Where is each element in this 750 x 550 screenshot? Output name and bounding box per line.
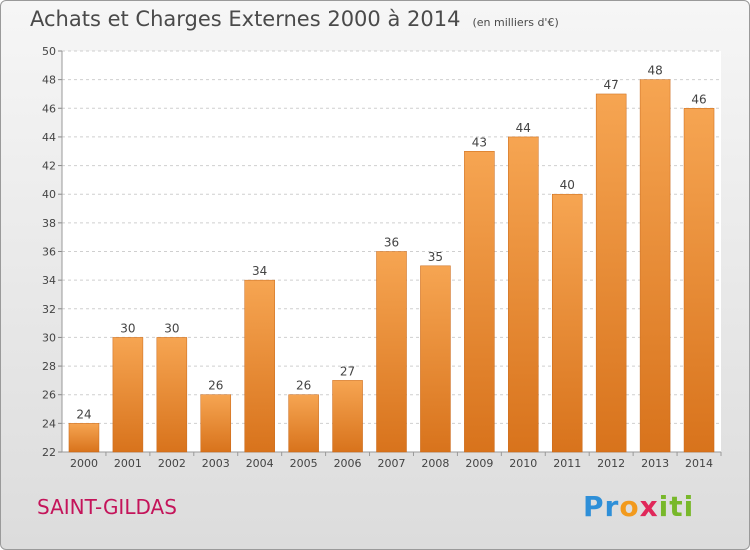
y-tick-label: 22: [42, 446, 56, 459]
x-tick-label: 2009: [465, 457, 493, 470]
bar: [683, 108, 715, 453]
bar: [464, 151, 495, 453]
x-tick-label: 2006: [334, 457, 362, 470]
bar-value-label: 43: [472, 135, 487, 149]
bar: [420, 265, 451, 453]
x-tick-label: 2008: [421, 457, 449, 470]
bar-value-label: 26: [208, 379, 223, 393]
bar: [639, 79, 671, 453]
title-text: Achats et Charges Externes 2000 à 2014: [30, 7, 461, 31]
x-tick-label: 2004: [246, 457, 274, 470]
y-tick-label: 44: [42, 131, 56, 144]
x-tick-label: 2011: [553, 457, 581, 470]
x-tick-label: 2001: [114, 457, 142, 470]
bar: [156, 337, 188, 453]
unit-label: (en milliers d'€): [472, 16, 559, 29]
logo-part-2: o: [619, 490, 640, 523]
bar: [595, 93, 627, 453]
y-tick-label: 30: [42, 331, 56, 344]
logo-part-4: iti: [658, 490, 695, 523]
bar: [244, 279, 275, 453]
x-tick-label: 2012: [597, 457, 625, 470]
y-tick-label: 40: [42, 188, 56, 201]
bars: [68, 79, 715, 453]
y-tick-label: 36: [42, 246, 56, 259]
bar-value-label: 34: [252, 264, 267, 278]
y-tick-label: 50: [42, 45, 56, 58]
bar-value-label: 27: [340, 364, 355, 378]
y-tick-label: 28: [42, 360, 56, 373]
x-tick-label: 2000: [70, 457, 98, 470]
labels: 22 24 26 28 30 32 34 36 38 40 42 44 46 48 50 24 2000 30 20…: [42, 45, 713, 470]
x-tick-label: 2005: [290, 457, 318, 470]
bar-value-label: 48: [647, 64, 662, 78]
y-tick-label: 26: [42, 389, 56, 402]
y-tick-label: 42: [42, 160, 56, 173]
bar-value-label: 46: [691, 92, 706, 106]
y-tick-label: 32: [42, 303, 56, 316]
y-tick-label: 24: [42, 417, 56, 430]
bar: [551, 193, 583, 453]
city-name: SAINT-GILDAS: [37, 495, 177, 519]
logo-part-1: Pr: [583, 490, 620, 523]
chart-title: Achats et Charges Externes 2000 à 2014 (e…: [30, 7, 559, 31]
x-tick-label: 2007: [378, 457, 406, 470]
bar: [288, 394, 319, 453]
bar: [68, 423, 100, 453]
x-tick-label: 2013: [641, 457, 669, 470]
bar: [376, 251, 407, 453]
bar-value-label: 26: [296, 379, 311, 393]
x-tick-label: 2002: [158, 457, 186, 470]
bar-value-label: 35: [428, 250, 443, 264]
x-tick-label: 2014: [685, 457, 713, 470]
logo-part-3: x: [639, 490, 659, 523]
y-tick-label: 34: [42, 274, 56, 287]
bar-value-label: 30: [164, 321, 179, 335]
bar: [200, 394, 232, 453]
x-tick-label: 2003: [202, 457, 230, 470]
x-tick-label: 2010: [509, 457, 537, 470]
y-tick-label: 48: [42, 74, 56, 87]
bar: [112, 337, 144, 453]
y-tick-label: 38: [42, 217, 56, 230]
y-tick-label: 46: [42, 102, 56, 115]
bar-value-label: 44: [516, 121, 531, 135]
bar-value-label: 30: [120, 321, 135, 335]
bar: [508, 136, 539, 453]
bar-value-label: 47: [604, 78, 619, 92]
bar: [332, 380, 363, 453]
bar-value-label: 36: [384, 236, 399, 250]
proxiti-logo[interactable]: Proxiti: [583, 490, 694, 523]
bar-value-label: 24: [76, 407, 91, 421]
bar-value-label: 40: [560, 178, 575, 192]
